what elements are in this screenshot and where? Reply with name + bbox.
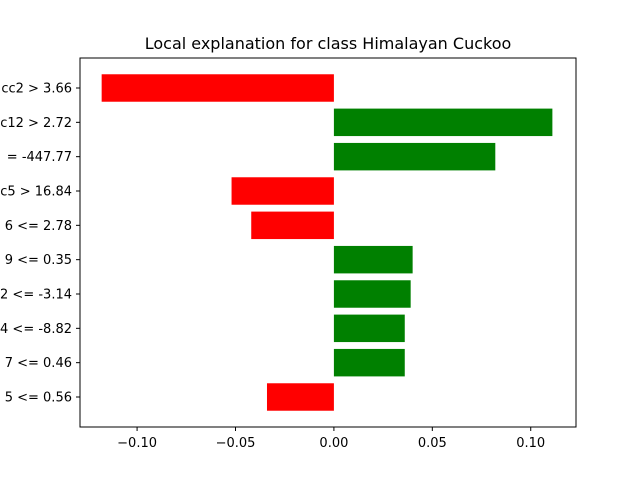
bar xyxy=(101,74,334,102)
bar xyxy=(266,383,334,411)
y-tick-label: c12 > 2.72 xyxy=(0,116,72,131)
bar xyxy=(333,142,496,171)
y-tick-label: 9 <= 0.35 xyxy=(5,253,72,268)
bar xyxy=(251,211,334,240)
y-tick-label: 6 <= 2.78 xyxy=(5,219,72,234)
chart-title: Local explanation for class Himalayan Cu… xyxy=(145,34,512,53)
y-tick-label: 4 <= -8.82 xyxy=(0,322,72,337)
x-tick-label: 0.00 xyxy=(319,436,348,451)
bars-group xyxy=(101,74,553,411)
y-tick-label: 2 <= -3.14 xyxy=(0,288,72,303)
y-tick-label: 7 <= 0.46 xyxy=(5,356,72,371)
x-axis-ticks: −0.10 −0.05 0.00 0.05 0.10 xyxy=(117,427,545,451)
bar xyxy=(231,177,334,205)
x-tick-label: 0.10 xyxy=(516,436,545,451)
bar xyxy=(333,245,413,274)
plot-frame xyxy=(79,57,577,428)
y-tick-label: cc2 > 3.66 xyxy=(1,82,72,97)
y-axis-ticks: cc2 > 3.66 c12 > 2.72 = -447.77 c5 > 16.84 6… xyxy=(0,82,80,406)
y-tick-label: c5 > 16.84 xyxy=(0,185,72,200)
bar xyxy=(333,314,405,343)
y-tick-label: 5 <= 0.56 xyxy=(5,391,72,406)
x-tick-label: 0.05 xyxy=(418,436,447,451)
x-tick-label: −0.10 xyxy=(117,436,157,451)
bar xyxy=(333,108,553,137)
x-tick-label: −0.05 xyxy=(216,436,256,451)
y-tick-label: = -447.77 xyxy=(7,150,72,165)
bar xyxy=(333,280,411,308)
bar xyxy=(333,348,405,377)
